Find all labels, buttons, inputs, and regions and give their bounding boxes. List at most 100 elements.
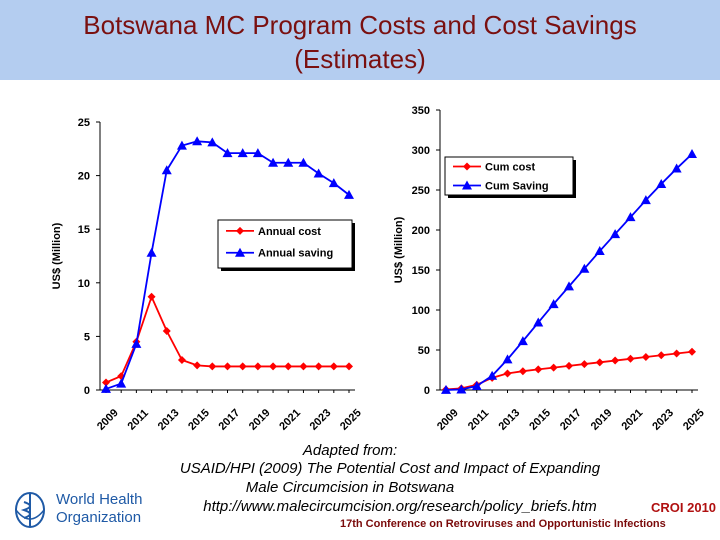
- data-point: [625, 212, 636, 222]
- legend-marker: [463, 162, 471, 171]
- data-point: [313, 168, 324, 178]
- data-point: [147, 292, 156, 301]
- data-point: [314, 362, 323, 371]
- who-logo: World Health Organization: [8, 488, 148, 532]
- x-tick-label: 2019: [247, 407, 273, 433]
- legend-marker: [462, 180, 472, 190]
- y-tick-label: 25: [78, 117, 90, 129]
- data-point: [328, 178, 339, 188]
- data-point: [207, 137, 218, 147]
- x-tick-label: 2017: [216, 407, 242, 433]
- data-point: [208, 362, 217, 371]
- data-point: [456, 384, 467, 394]
- data-point: [518, 367, 527, 376]
- y-tick-label: 300: [412, 145, 430, 157]
- data-point: [641, 353, 650, 362]
- data-point: [626, 354, 635, 363]
- title-bar: Botswana MC Program Costs and Cost Savin…: [0, 0, 720, 80]
- source-url: http://www.malecircumcision.org/research…: [203, 498, 597, 515]
- y-tick-label: 350: [412, 105, 430, 117]
- data-point: [564, 281, 574, 291]
- legend-label: Annual saving: [258, 248, 333, 260]
- data-point: [237, 148, 248, 158]
- legend-marker: [236, 226, 244, 235]
- who-logo-line-1: World Health: [56, 491, 143, 508]
- y-tick-label: 150: [412, 265, 430, 277]
- data-point: [671, 163, 682, 173]
- data-point: [549, 363, 558, 372]
- data-point: [672, 349, 681, 358]
- data-point: [594, 246, 605, 256]
- y-tick-label: 0: [84, 385, 90, 397]
- data-point: [269, 362, 278, 371]
- data-point: [441, 384, 451, 394]
- data-point: [471, 381, 482, 390]
- slide-title-line-2: (Estimates): [294, 44, 426, 74]
- conference-label: 17th Conference on Retroviruses and Oppo…: [340, 518, 666, 530]
- data-point: [329, 362, 338, 371]
- data-point: [565, 361, 573, 370]
- series-line-0: [445, 350, 693, 391]
- x-tick-label: 2011: [466, 407, 491, 432]
- data-point: [345, 362, 353, 371]
- data-point: [595, 358, 604, 367]
- source-line-2: USAID/HPI (2009) The Potential Cost and …: [179, 460, 601, 477]
- x-tick-label: 2015: [527, 407, 553, 433]
- y-tick-label: 5: [84, 331, 90, 343]
- x-tick-label: 2023: [308, 407, 334, 433]
- data-point: [223, 362, 232, 371]
- data-point: [503, 369, 512, 378]
- x-tick-label: 2021: [277, 407, 303, 433]
- data-point: [298, 157, 309, 167]
- x-tick-label: 2011: [126, 407, 151, 432]
- legend-label: Annual cost: [258, 226, 321, 238]
- x-tick-label: 2015: [186, 407, 212, 433]
- data-point: [162, 327, 171, 336]
- data-point: [268, 157, 279, 167]
- x-tick-label: 2009: [95, 407, 121, 433]
- data-point: [176, 140, 187, 150]
- legend-label: Cum Saving: [485, 181, 549, 193]
- data-point: [116, 378, 127, 388]
- y-tick-label: 20: [78, 171, 90, 183]
- data-point: [283, 157, 294, 167]
- y-axis-label: US$ (Million): [393, 216, 405, 283]
- legend-marker: [235, 247, 245, 257]
- data-point: [517, 336, 528, 346]
- y-tick-label: 0: [424, 385, 430, 397]
- data-point: [657, 351, 666, 360]
- x-tick-label: 2021: [619, 407, 645, 433]
- data-point: [687, 149, 697, 158]
- x-tick-label: 2013: [156, 407, 182, 433]
- data-point: [252, 148, 263, 158]
- x-tick-label: 2025: [681, 407, 707, 433]
- data-point: [222, 148, 233, 158]
- data-point: [344, 189, 354, 199]
- data-point: [146, 247, 157, 257]
- x-tick-label: 2023: [650, 407, 676, 433]
- x-tick-label: 2013: [496, 407, 522, 433]
- data-point: [533, 317, 544, 327]
- data-point: [502, 354, 513, 364]
- data-point: [548, 299, 559, 309]
- y-tick-label: 250: [412, 185, 430, 197]
- data-point: [177, 355, 186, 364]
- y-tick-label: 10: [78, 278, 90, 290]
- data-point: [192, 136, 203, 146]
- data-point: [656, 179, 667, 188]
- data-point: [101, 383, 111, 393]
- y-tick-label: 100: [412, 305, 430, 317]
- source-line-1: Adapted from:: [302, 442, 398, 459]
- slide-title-line-1: Botswana MC Program Costs and Cost Savin…: [83, 10, 637, 40]
- data-point: [579, 263, 590, 273]
- who-logo-line-2: Organization: [56, 509, 142, 526]
- data-point: [640, 195, 651, 205]
- y-tick-label: 200: [412, 225, 430, 237]
- data-point: [580, 360, 589, 369]
- x-tick-label: 2019: [589, 407, 615, 433]
- y-axis-label: US$ (Million): [51, 222, 63, 289]
- y-tick-label: 15: [78, 224, 90, 236]
- data-point: [238, 362, 247, 371]
- croi-label: CROI 2010: [651, 500, 717, 515]
